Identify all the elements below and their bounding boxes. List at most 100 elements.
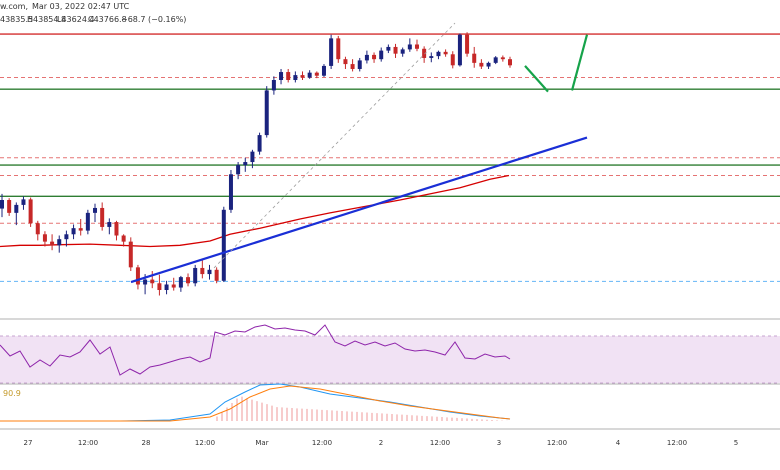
candle-body — [400, 49, 405, 54]
candle-body — [279, 72, 284, 80]
candle-body — [508, 59, 512, 66]
candle — [457, 33, 462, 67]
ohlc-open: 43835.5 — [0, 15, 33, 24]
macd-value: 90.9 — [3, 389, 21, 398]
candle — [157, 274, 162, 296]
candle — [50, 234, 55, 251]
candle-body — [107, 222, 112, 227]
candle — [135, 264, 140, 290]
candle — [443, 49, 448, 57]
candle-body — [150, 279, 155, 284]
candle — [0, 193, 4, 218]
candle — [372, 52, 377, 63]
candle — [114, 220, 119, 241]
candle-body — [228, 174, 233, 210]
x-tick-label: 27 — [24, 439, 33, 447]
chart-date: Mar 03, 2022 02:47 UTC — [32, 2, 130, 11]
macd-histogram — [216, 396, 508, 421]
candle-body — [100, 207, 105, 227]
candle-body — [114, 222, 119, 236]
candle — [286, 68, 291, 83]
candle-body — [372, 54, 377, 60]
candle-body — [379, 50, 384, 60]
candle — [228, 170, 233, 213]
candle — [100, 202, 105, 231]
candle-body — [221, 209, 226, 281]
macd-line — [0, 383, 511, 422]
candle — [414, 39, 419, 52]
candle — [479, 59, 484, 69]
candle — [78, 218, 83, 236]
candle — [7, 198, 12, 216]
candle-body — [307, 72, 312, 78]
candle — [214, 267, 219, 284]
candle-body — [250, 151, 255, 163]
candle-body — [71, 228, 76, 235]
candle — [422, 46, 427, 63]
candle-body — [422, 48, 427, 58]
candle — [178, 275, 183, 292]
candle — [164, 280, 169, 295]
candle-body — [207, 269, 212, 275]
candle-body — [450, 54, 455, 66]
candle-body — [321, 65, 326, 76]
candle — [93, 203, 98, 223]
candle-body — [143, 279, 148, 285]
candle-body — [436, 51, 441, 57]
candle — [407, 38, 412, 52]
candle-body — [0, 200, 4, 209]
annotations — [130, 22, 589, 284]
ohlc-change: −68.7 (−0.16%) — [121, 15, 186, 24]
candle — [450, 51, 455, 69]
candle-body — [50, 241, 55, 246]
candle-body — [486, 62, 491, 67]
candle — [314, 71, 319, 79]
candle — [207, 264, 212, 280]
candle — [85, 209, 90, 235]
candle — [472, 46, 477, 68]
candle-body — [264, 90, 269, 136]
candle — [343, 56, 348, 69]
candle-body — [64, 234, 69, 240]
candle-body — [479, 62, 484, 67]
macd-signal-line — [0, 385, 511, 422]
candle-body — [78, 228, 83, 231]
x-tick-label: 12:00 — [547, 439, 567, 447]
candle-body — [157, 283, 162, 290]
candle — [300, 71, 305, 80]
candle — [57, 235, 62, 253]
candle — [508, 56, 512, 68]
candle — [107, 218, 112, 235]
chart-source: w.com, — [0, 2, 28, 11]
candle — [486, 61, 491, 69]
candle — [264, 86, 269, 138]
candle — [243, 157, 248, 172]
candle — [271, 76, 276, 95]
candle — [121, 234, 126, 247]
candle-body — [186, 277, 191, 284]
candle-body — [329, 38, 334, 66]
projection-arrow-2 — [570, 34, 589, 91]
candle-body — [414, 44, 419, 49]
candle-body — [343, 59, 348, 65]
candle — [250, 149, 255, 169]
candle — [379, 47, 384, 62]
rsi-band — [0, 336, 780, 383]
candle-body — [493, 57, 498, 63]
candle-body — [357, 60, 362, 69]
fib-guide-line — [213, 22, 456, 269]
candle — [393, 43, 398, 58]
candle — [71, 224, 76, 240]
candle-body — [57, 239, 62, 246]
x-tick-label: 12:00 — [312, 439, 332, 447]
candle-body — [85, 212, 90, 231]
candle — [279, 68, 284, 85]
candle-body — [42, 234, 47, 242]
candle-body — [386, 46, 391, 51]
candle-body — [128, 241, 133, 268]
candle — [436, 50, 441, 60]
candle-body — [200, 267, 205, 275]
candle-body — [364, 54, 369, 61]
candle — [293, 71, 298, 83]
